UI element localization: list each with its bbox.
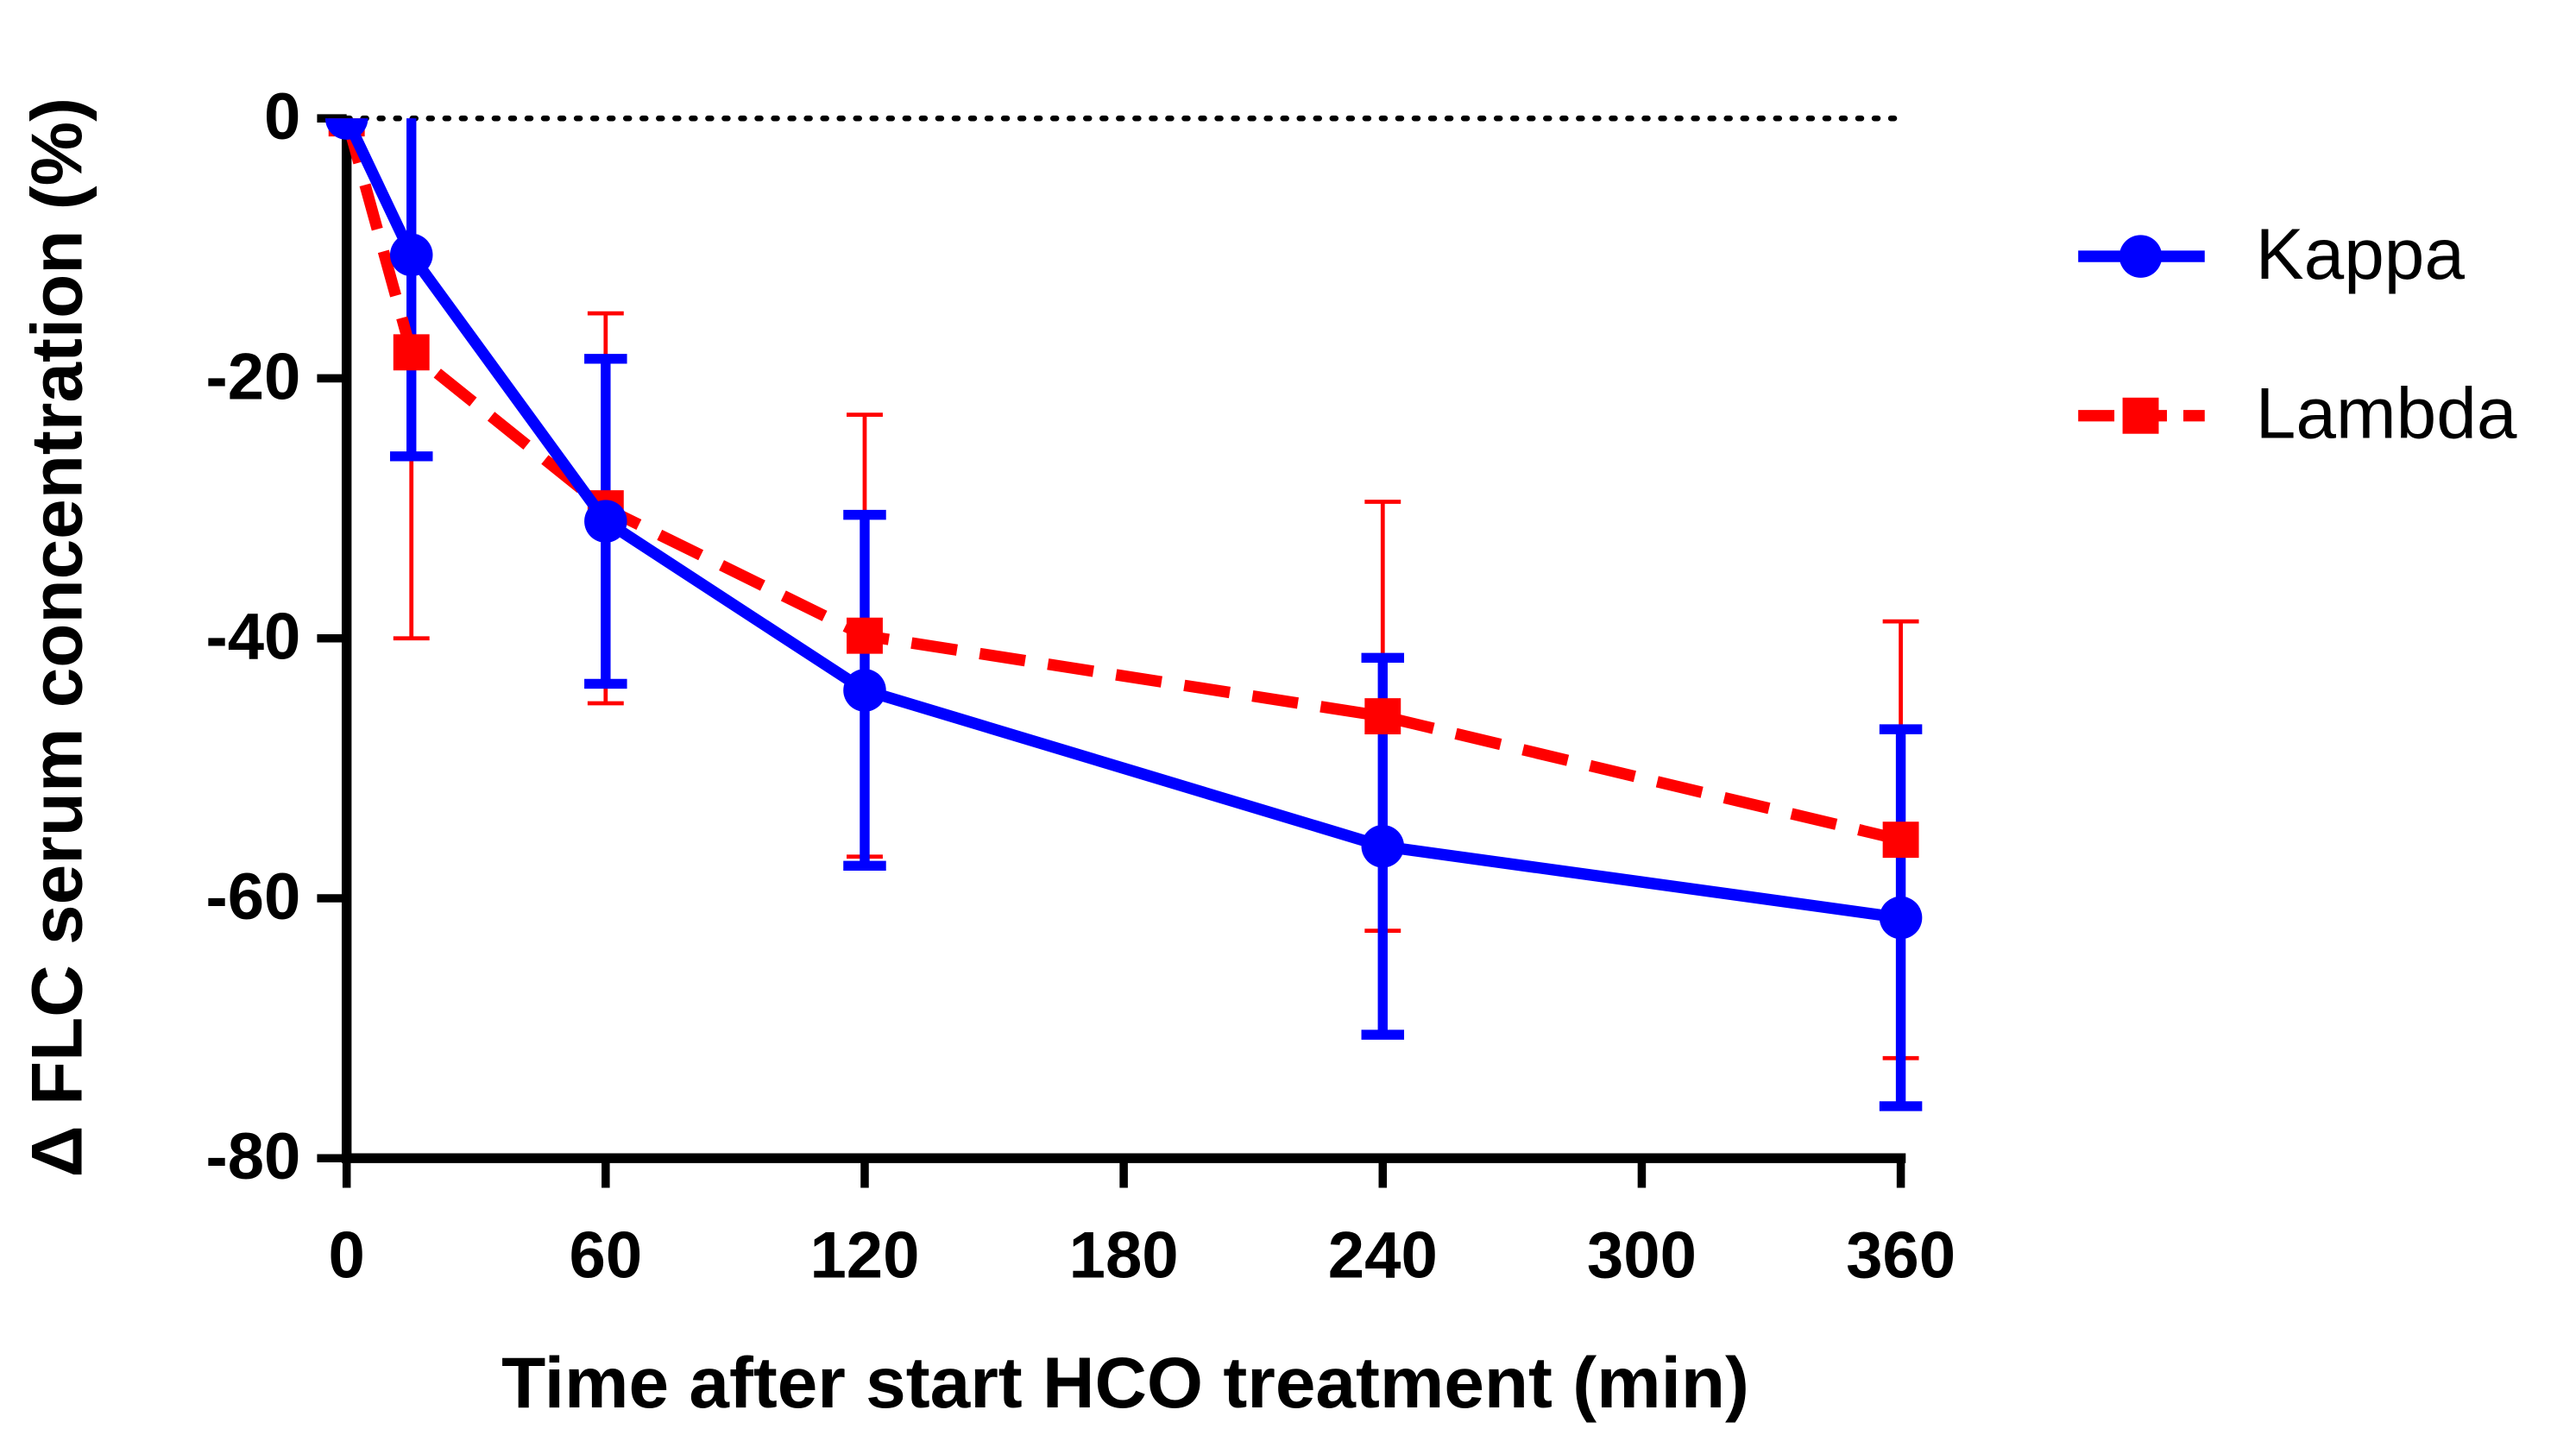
x-tick-label: 240 bbox=[1328, 1218, 1438, 1292]
data-point bbox=[584, 500, 627, 543]
y-tick-label: 0 bbox=[264, 80, 300, 154]
y-tick-label: -80 bbox=[205, 1120, 300, 1193]
series-line bbox=[341, 118, 1902, 924]
data-point bbox=[393, 334, 430, 371]
x-axis-label: Time after start HCO treatment (min) bbox=[501, 1342, 1749, 1423]
x-tick-label: 0 bbox=[329, 1218, 365, 1292]
y-tick-label: -20 bbox=[205, 340, 300, 413]
x-tick-label: 360 bbox=[1846, 1218, 1956, 1292]
x-tick-label: 180 bbox=[1069, 1218, 1179, 1292]
data-point bbox=[1361, 824, 1405, 868]
y-tick-label: -60 bbox=[205, 860, 300, 934]
x-tick-label: 300 bbox=[1587, 1218, 1697, 1292]
series-line bbox=[341, 118, 1903, 846]
x-tick-label: 60 bbox=[569, 1218, 642, 1292]
legend-label: Kappa bbox=[2256, 213, 2466, 294]
plot-area bbox=[324, 118, 1923, 1111]
data-point bbox=[843, 669, 886, 712]
y-tick-label: -40 bbox=[205, 601, 300, 674]
data-point bbox=[389, 233, 433, 277]
legend-marker bbox=[2119, 235, 2163, 278]
legend-marker bbox=[2122, 397, 2159, 434]
data-point bbox=[1879, 896, 1923, 940]
y-axis-label: Δ FLC serum concentration (%) bbox=[16, 98, 97, 1177]
legend-label: Lambda bbox=[2256, 373, 2517, 454]
data-point bbox=[324, 118, 368, 140]
data-point bbox=[1364, 698, 1401, 735]
x-tick-label: 120 bbox=[809, 1218, 919, 1292]
data-point bbox=[1882, 821, 1919, 859]
data-point bbox=[847, 617, 883, 654]
